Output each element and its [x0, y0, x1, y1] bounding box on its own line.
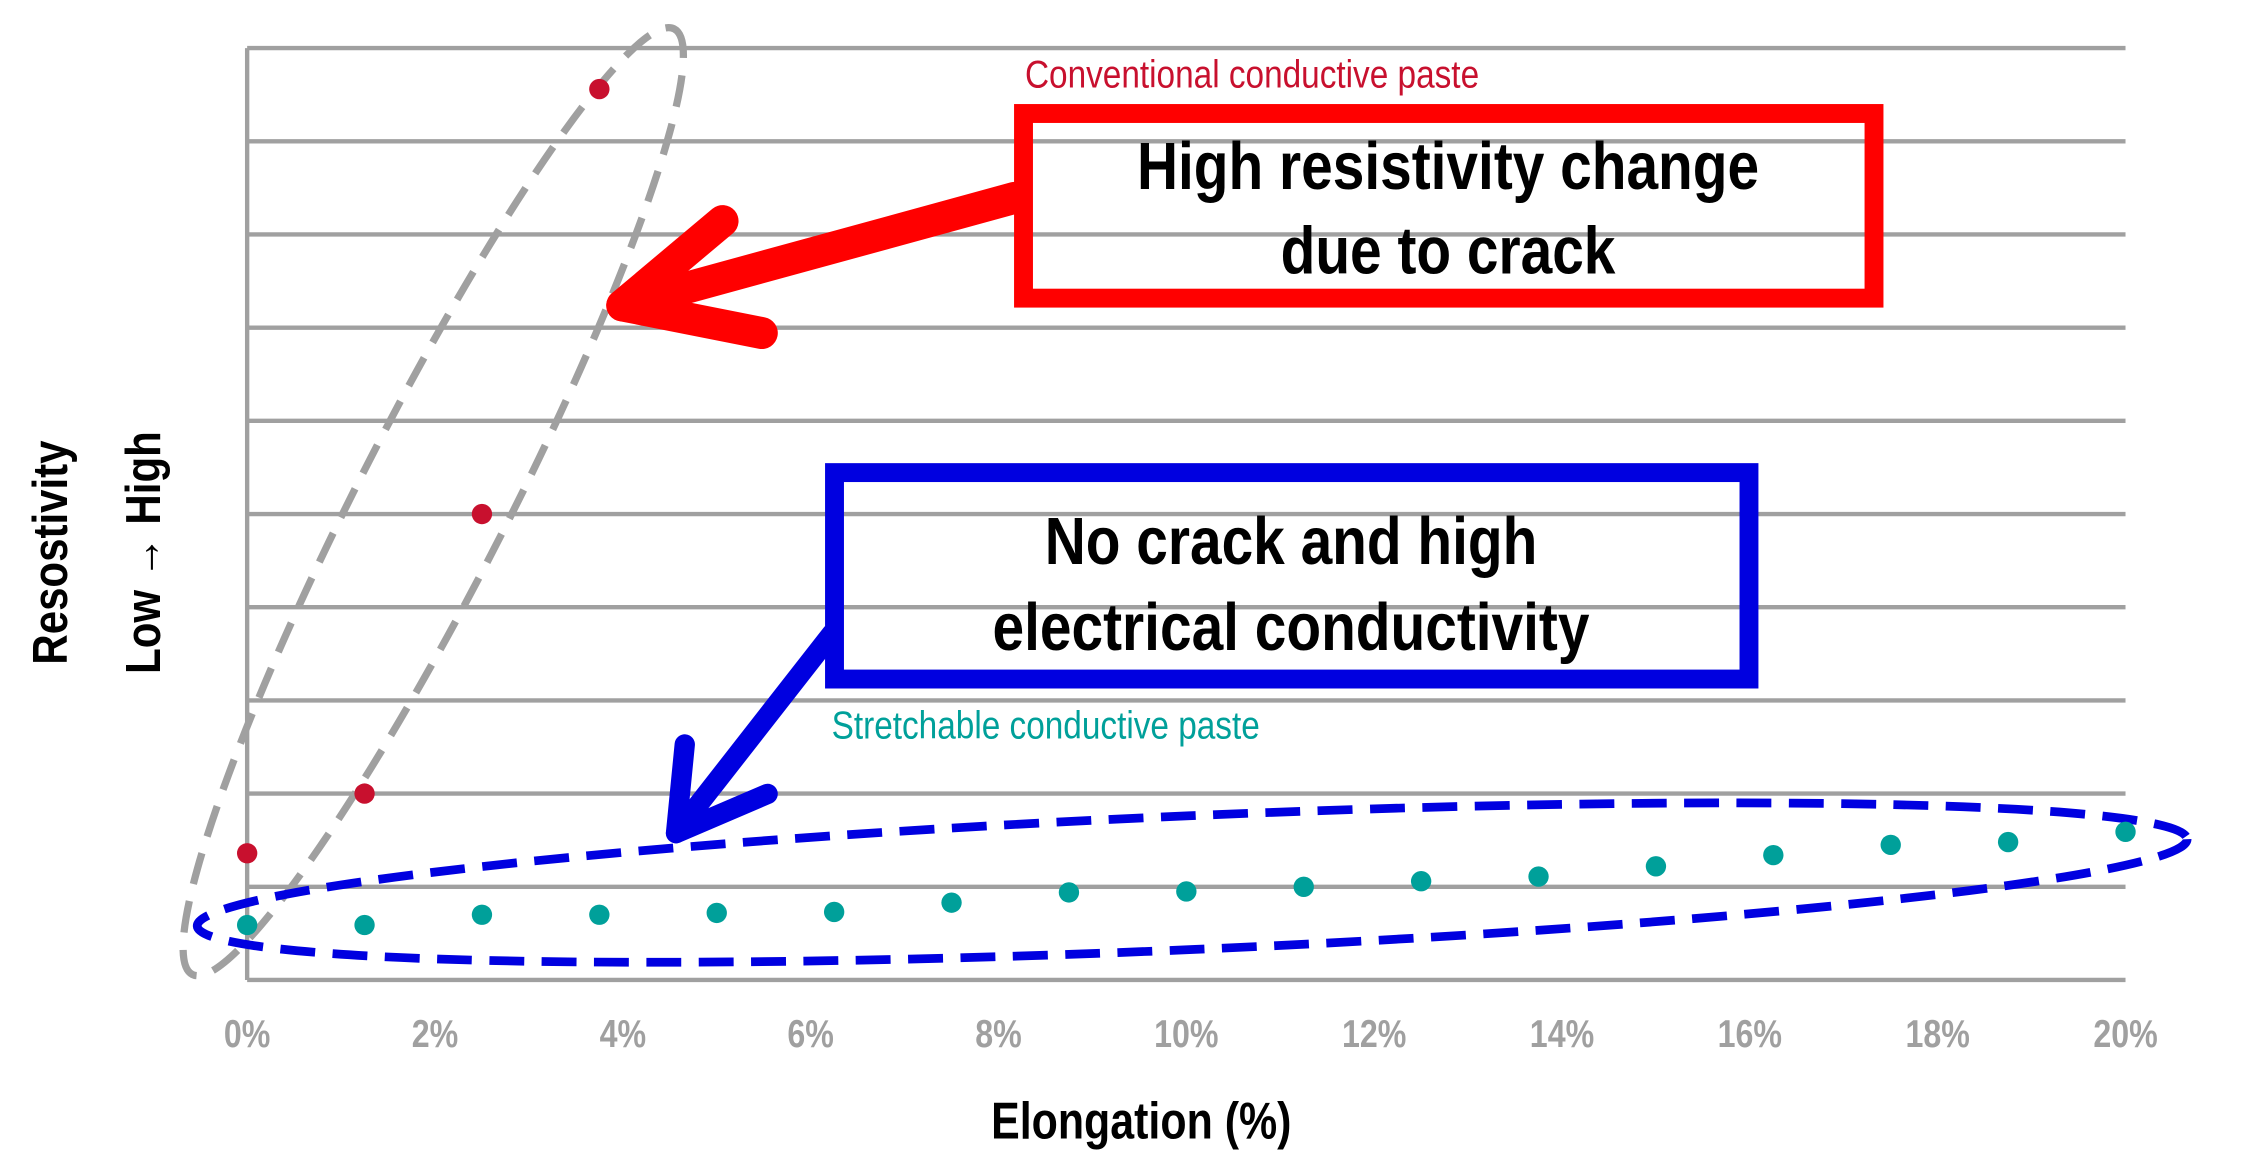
conventional-callout-line-1: High resistivity change [1137, 130, 1759, 204]
x-tick-label: 12% [1342, 1012, 1406, 1056]
conventional-group-ellipse [179, 23, 688, 980]
x-tick-label: 4% [600, 1012, 647, 1056]
stretchable-callout-line-1: No crack and high [1045, 505, 1538, 579]
stretchable-data-point [1176, 881, 1197, 902]
stretchable-group-ellipse [192, 798, 2192, 967]
stretchable-data-point [1997, 831, 2019, 853]
conventional-series-label: Conventional conductive paste [1025, 52, 1479, 96]
x-tick-labels: 0% 2% 4% 6% 8% 10% 12% 14% 16% 18% 20% [224, 1012, 2158, 1056]
x-tick-label: 20% [2093, 1012, 2157, 1056]
stretchable-data-point [1058, 882, 1080, 903]
stretchable-data-point [354, 914, 375, 936]
stretchable-callout: No crack and high electrical conductivit… [665, 463, 1759, 844]
stretchable-callout-box [825, 463, 1759, 689]
stretchable-data-point [1293, 876, 1314, 897]
y-axis-sublabel: Low → High [115, 431, 171, 674]
stretchable-data-point [589, 904, 610, 925]
red-arrow-icon [606, 181, 1031, 350]
x-tick-label: 6% [787, 1012, 834, 1056]
stretchable-callout-line-2: electrical conductivity [993, 591, 1590, 665]
x-tick-label: 2% [412, 1012, 459, 1056]
stretchable-data-point [2115, 821, 2136, 842]
conventional-data-point [354, 783, 375, 804]
data-points [236, 78, 2136, 936]
conventional-data-point [589, 78, 610, 100]
stretchable-data-point [1763, 844, 1784, 866]
stretchable-data-point [1528, 866, 1549, 887]
conventional-callout-line-2: due to crack [1281, 214, 1616, 288]
stretchable-data-point [941, 892, 962, 913]
x-tick-label: 8% [975, 1012, 1022, 1056]
x-tick-label: 10% [1154, 1012, 1218, 1056]
y-axis-label: Resostivity [22, 440, 78, 665]
stretchable-series-label: Stretchable conductive paste [832, 703, 1260, 747]
stretchable-data-point [236, 914, 258, 936]
x-tick-label: 0% [224, 1012, 271, 1056]
stretchable-data-point [1880, 834, 1901, 856]
conventional-data-point [471, 503, 493, 525]
x-tick-label: 18% [1905, 1012, 1969, 1056]
stretchable-data-point [1410, 871, 1432, 892]
conventional-callout: High resistivity change due to crack [606, 104, 1884, 350]
x-tick-label: 14% [1530, 1012, 1594, 1056]
stretchable-data-point [706, 902, 727, 924]
stretchable-data-point [471, 904, 493, 925]
x-tick-label: 16% [1718, 1012, 1782, 1056]
conventional-data-point [236, 843, 258, 864]
blue-arrow-icon [665, 623, 842, 844]
stretchable-data-point [823, 901, 845, 923]
x-axis-label: Elongation (%) [991, 1093, 1291, 1151]
stretchable-data-point [1645, 856, 1667, 877]
